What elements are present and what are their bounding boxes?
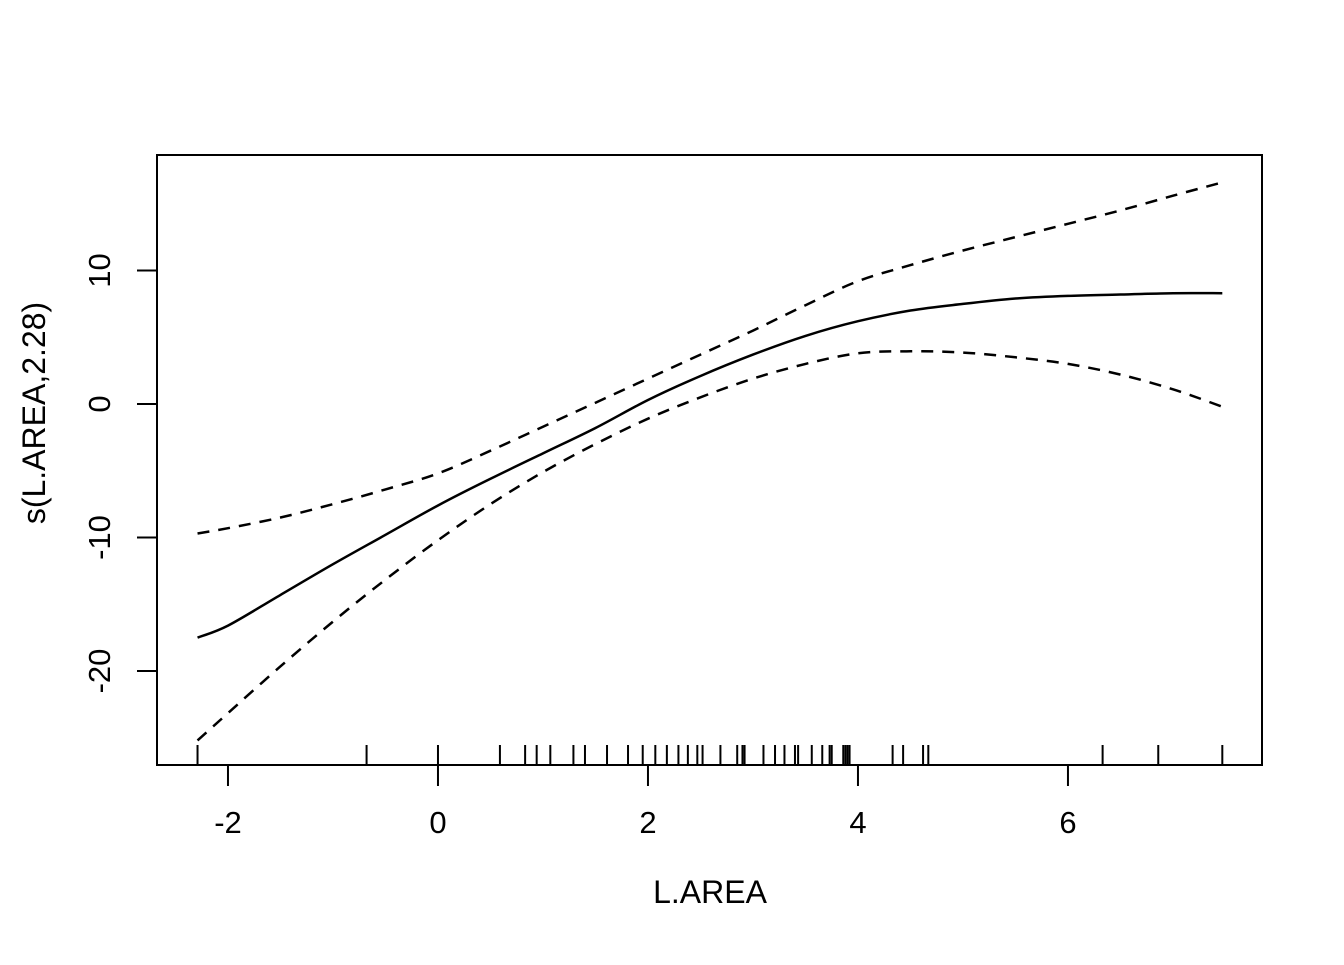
x-tick-label: 6 xyxy=(1059,805,1076,840)
y-tick-label: -10 xyxy=(82,515,117,560)
x-tick-label: 4 xyxy=(849,805,866,840)
x-tick-label: -2 xyxy=(214,805,242,840)
y-tick-label: 10 xyxy=(82,253,117,287)
x-tick-label: 2 xyxy=(639,805,656,840)
x-tick-label: 0 xyxy=(429,805,446,840)
y-tick-label: -20 xyxy=(82,649,117,694)
x-axis-title: L.AREA xyxy=(653,874,767,910)
upper-confidence-band-curve xyxy=(197,181,1223,535)
y-axis-ticks: -20 -10 0 10 xyxy=(82,253,157,693)
y-axis-title: s(L.AREA,2.28) xyxy=(16,302,52,524)
rug-marks xyxy=(196,745,1224,765)
x-axis-ticks: -2 0 2 4 6 xyxy=(214,765,1077,840)
fitted-smooth-curve xyxy=(197,291,1223,639)
plot-box xyxy=(156,154,1263,766)
curves xyxy=(196,181,1223,742)
y-tick-label: 0 xyxy=(82,395,117,412)
lower-confidence-band-curve xyxy=(196,350,1223,742)
